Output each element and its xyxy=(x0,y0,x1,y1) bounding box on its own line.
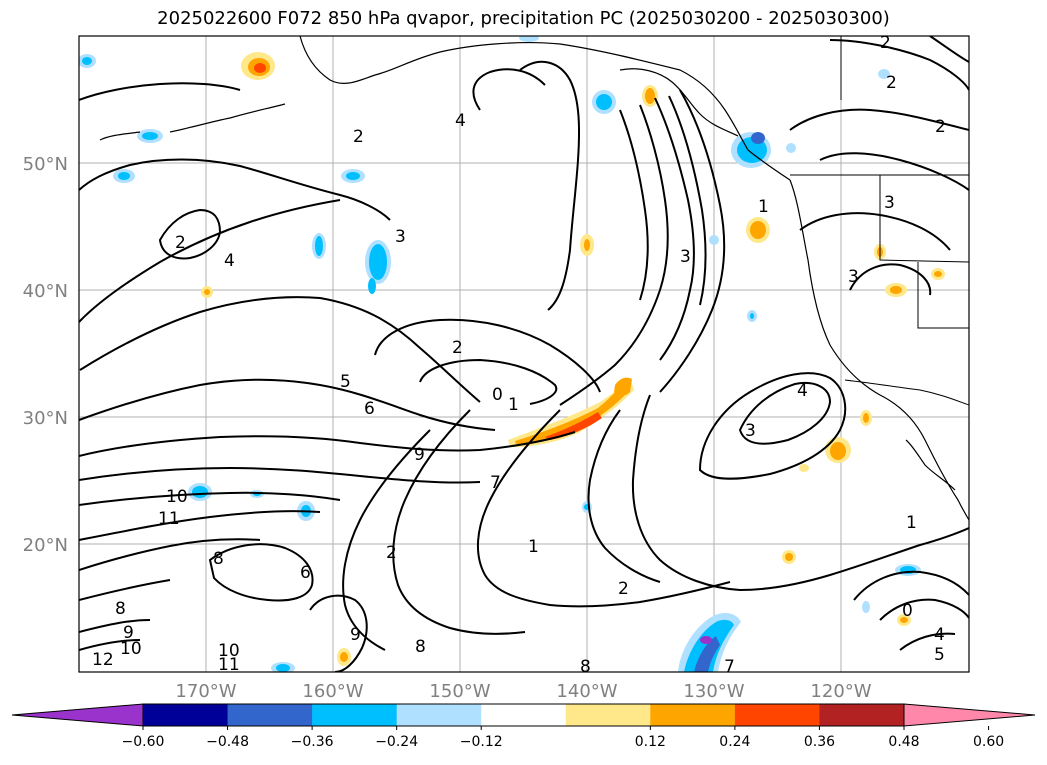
contour-label: 6 xyxy=(364,399,375,419)
contour-label: 4 xyxy=(934,625,945,645)
contour-label: 3 xyxy=(745,421,756,441)
colorbar-tick-label: −0.24 xyxy=(375,734,418,750)
colorbar-tick-label: −0.60 xyxy=(122,734,165,750)
colorbar-extend-high xyxy=(903,703,1036,727)
contour-label: 8 xyxy=(415,637,426,657)
contour-label: 9 xyxy=(414,445,425,465)
contour-label: 2 xyxy=(353,127,364,147)
lat-label-30: 30°N xyxy=(23,408,68,429)
lat-label-20: 20°N xyxy=(23,535,68,556)
contour-label: 8 xyxy=(115,599,126,619)
contour-label: 10 xyxy=(120,639,142,659)
colorbar-segment xyxy=(734,704,820,726)
lat-label-40: 40°N xyxy=(23,281,68,302)
colorbar-segment xyxy=(565,704,651,726)
contour-label: 10 xyxy=(166,487,188,507)
contour-label: 3 xyxy=(848,267,859,287)
contour-label: 4 xyxy=(455,111,466,131)
contour-label: 5 xyxy=(340,372,351,392)
contour-label: 1 xyxy=(758,197,769,217)
colorbar-tick-label: 0.48 xyxy=(888,734,919,750)
plot-area xyxy=(79,36,969,672)
colorbar-segment xyxy=(312,704,398,726)
contour-label: 7 xyxy=(490,473,501,493)
colorbar-segment xyxy=(396,704,482,726)
contour-label: 3 xyxy=(395,227,406,247)
contour-label: 3 xyxy=(680,247,691,267)
contour-label: 12 xyxy=(92,650,114,670)
contour-label: 11 xyxy=(158,509,180,529)
contour-label: 7 xyxy=(724,657,735,677)
contour-label: 2 xyxy=(386,543,397,563)
latitude-axis: 50°N 40°N 30°N 20°N xyxy=(23,154,68,556)
contour-label: 0 xyxy=(902,601,913,621)
colorbar-tick-label: −0.12 xyxy=(460,734,503,750)
colorbar-tick-label: −0.48 xyxy=(206,734,249,750)
lon-label-140: 140°W xyxy=(556,681,617,702)
political-borders xyxy=(790,36,969,406)
contour-label: 2 xyxy=(886,73,897,93)
coastlines xyxy=(99,36,969,521)
contour-labels: 2 4 2 3 2 4 2 0 1 5 6 9 7 10 11 8 6 9 8 … xyxy=(92,33,946,677)
precip-positive-band xyxy=(508,378,634,448)
contour-label: 2 xyxy=(935,117,946,137)
map-title: 2025022600 F072 850 hPa qvapor, precipit… xyxy=(157,8,890,29)
gridlines xyxy=(79,36,969,672)
colorbar-segment xyxy=(819,704,905,726)
contour-label: 2 xyxy=(880,33,891,53)
contour-label: 8 xyxy=(213,549,224,569)
contour-label: 6 xyxy=(300,563,311,583)
colorbar-extend-low xyxy=(11,703,144,727)
colorbar-segment xyxy=(143,704,229,726)
lon-label-170: 170°W xyxy=(175,681,236,702)
contour-label: 4 xyxy=(224,251,235,271)
contour-label: 1 xyxy=(508,395,519,415)
contour-label: 1 xyxy=(906,513,917,533)
contour-label: 8 xyxy=(580,657,591,677)
lon-label-150: 150°W xyxy=(429,681,490,702)
contour-label: 2 xyxy=(175,233,186,253)
contour-label: 9 xyxy=(123,623,134,643)
colorbar-tick-label: 0.12 xyxy=(635,734,666,750)
contour-label: 4 xyxy=(797,381,808,401)
colorbar-tick-label: 0.36 xyxy=(804,734,835,750)
contour-label: 3 xyxy=(884,193,895,213)
plot-frame xyxy=(78,35,970,673)
colorbar-tick-label: 0.60 xyxy=(973,734,1004,750)
lon-label-130: 130°W xyxy=(683,681,744,702)
colorbar: −0.60 −0.48 −0.36 −0.24 −0.12 0.12 0.24 0.36 0.4… xyxy=(11,703,1036,750)
colorbar-tick-label: 0.24 xyxy=(719,734,750,750)
colorbar-segment xyxy=(650,704,736,726)
lon-label-120: 120°W xyxy=(810,681,871,702)
contour-label: 5 xyxy=(934,645,945,665)
colorbar-tick-label: −0.36 xyxy=(291,734,334,750)
contour-label: 1 xyxy=(528,537,539,557)
lat-label-50: 50°N xyxy=(23,154,68,175)
contour-label: 2 xyxy=(452,338,463,358)
contour-label: 11 xyxy=(218,655,240,675)
contour-label: 9 xyxy=(350,625,361,645)
colorbar-segment xyxy=(481,704,567,726)
colorbar-segment xyxy=(227,704,313,726)
contour-label: 2 xyxy=(618,579,629,599)
contours xyxy=(79,36,969,672)
contour-label: 10 xyxy=(218,641,240,661)
longitude-axis: 170°W 160°W 150°W 140°W 130°W 120°W xyxy=(175,681,871,702)
lon-label-160: 160°W xyxy=(302,681,363,702)
colorbar-frame xyxy=(142,703,905,727)
contour-label: 0 xyxy=(492,385,503,405)
